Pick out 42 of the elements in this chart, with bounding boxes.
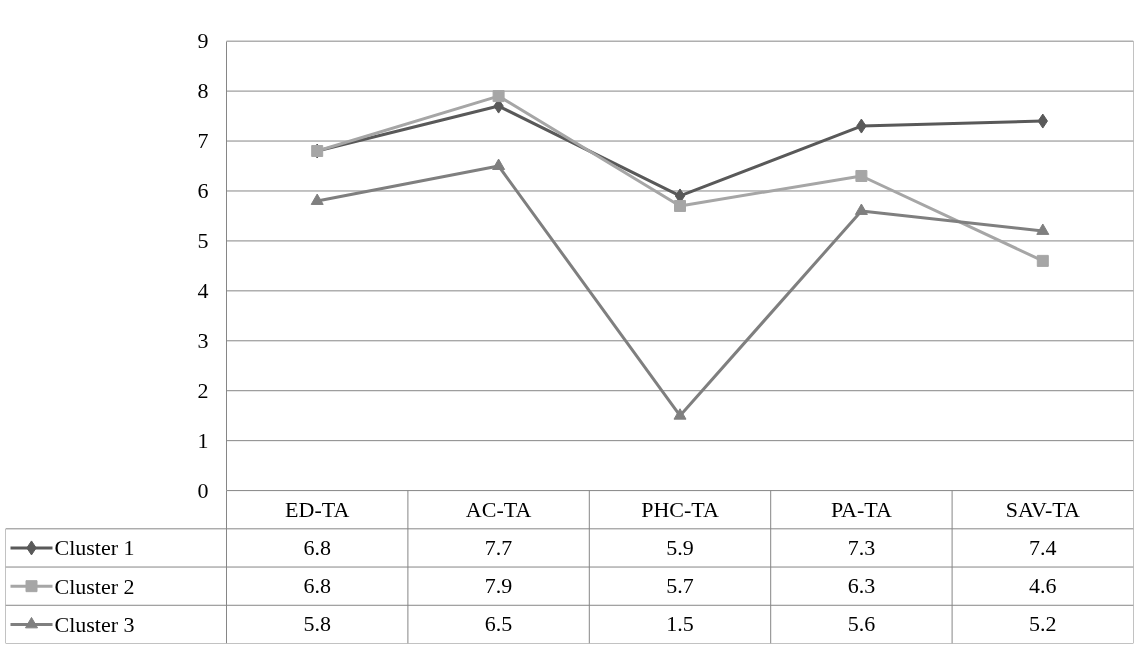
data-label: 5.9 bbox=[666, 534, 694, 560]
x-tick-label: AC-TA bbox=[465, 497, 532, 523]
point bbox=[673, 408, 687, 420]
y-tick-label: 0 bbox=[197, 477, 209, 503]
data-label: 7.4 bbox=[1029, 534, 1057, 560]
y-tick-label: 3 bbox=[197, 327, 209, 353]
y-tick-label: 2 bbox=[197, 377, 209, 403]
x-tick-label: PA-TA bbox=[830, 497, 893, 523]
data-label: 7.7 bbox=[484, 534, 513, 560]
data-label: 5.6 bbox=[847, 611, 876, 637]
point bbox=[492, 90, 505, 103]
point bbox=[310, 193, 324, 205]
y-tick-label: 1 bbox=[197, 427, 209, 453]
point bbox=[1036, 254, 1049, 267]
data-label: 7.3 bbox=[847, 534, 876, 560]
y-tick-label: 6 bbox=[197, 177, 209, 203]
data-label: 6.8 bbox=[303, 573, 331, 599]
x-tick-label: ED-TA bbox=[285, 497, 350, 523]
point bbox=[1036, 223, 1050, 235]
legend-label: Cluster 1 bbox=[54, 535, 135, 561]
data-label: 5.8 bbox=[303, 611, 331, 637]
x-tick-label: SAV-TA bbox=[1005, 497, 1080, 523]
point bbox=[854, 203, 868, 215]
y-tick-label: 5 bbox=[197, 227, 209, 253]
data-label: 5.7 bbox=[666, 573, 694, 599]
y-tick-label: 9 bbox=[197, 28, 209, 54]
data-label: 7.9 bbox=[484, 573, 513, 599]
point bbox=[674, 199, 686, 212]
y-tick-label: 4 bbox=[197, 277, 209, 303]
x-tick-label: PHC-TA bbox=[641, 497, 719, 523]
y-tick-label: 8 bbox=[197, 78, 209, 104]
data-label: 6.5 bbox=[484, 611, 513, 637]
legend-label: Cluster 3 bbox=[54, 611, 135, 637]
data-label: 1.5 bbox=[666, 611, 694, 637]
point bbox=[855, 169, 868, 182]
point bbox=[492, 158, 506, 170]
data-label: 6.3 bbox=[847, 573, 876, 599]
legend-label: Cluster 2 bbox=[54, 573, 135, 599]
y-tick-label: 7 bbox=[197, 128, 209, 154]
data-label: 5.2 bbox=[1029, 611, 1057, 637]
data-label: 4.6 bbox=[1029, 573, 1057, 599]
data-label: 6.8 bbox=[303, 534, 331, 560]
